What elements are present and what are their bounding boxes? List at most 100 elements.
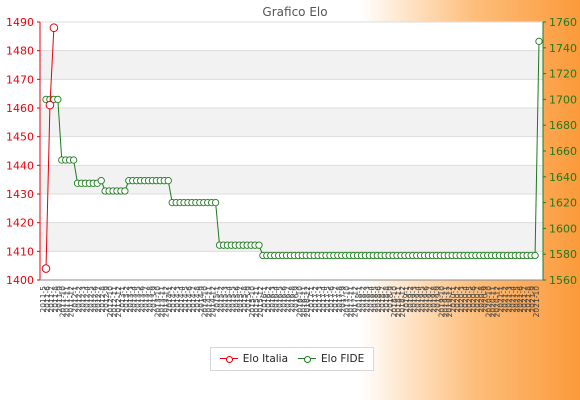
x-tick-label: 2014-6 bbox=[185, 286, 194, 313]
x-tick-label: 2011-6 bbox=[43, 286, 52, 313]
x-tick-label: 2015-7 bbox=[236, 286, 245, 313]
left-tick-label: 1460 bbox=[6, 102, 34, 115]
x-tick-label: 2012-9 bbox=[102, 286, 111, 313]
legend-marker-icon bbox=[219, 354, 238, 364]
x-tick-label: 2016-4 bbox=[272, 286, 281, 313]
x-tick-label: 2017-12 bbox=[351, 286, 360, 318]
legend-item-elo-italia[interactable]: Elo Italia bbox=[219, 353, 288, 365]
x-tick-label: 2014-1 bbox=[165, 286, 174, 313]
x-tick-label: 2016-1 bbox=[260, 286, 269, 313]
x-tick-label: 2020-6 bbox=[469, 286, 478, 313]
x-tick-label: 2019-10 bbox=[437, 286, 446, 318]
x-tick-label: 2017-6 bbox=[327, 286, 336, 313]
x-tick-label: 2013-7 bbox=[142, 286, 151, 313]
grid-band bbox=[40, 222, 543, 252]
x-tick-label: 2013-4 bbox=[130, 286, 139, 313]
data-point-elo-italia bbox=[45, 100, 55, 110]
x-tick-label: 2017-9 bbox=[339, 286, 348, 313]
x-tick-label: 2017-2 bbox=[311, 286, 320, 313]
grid-band bbox=[40, 50, 543, 80]
x-tick-label: 2021-4 bbox=[508, 286, 517, 313]
x-tick-label: 2013-1 bbox=[118, 286, 127, 313]
x-tick-label: 2014-4 bbox=[177, 286, 186, 313]
x-tick-label: 2013-2 bbox=[122, 286, 131, 313]
right-tick-label: 1660 bbox=[549, 145, 577, 158]
x-tick-label: 2021-6 bbox=[516, 286, 525, 313]
x-tick-label: 2021-7 bbox=[520, 286, 529, 313]
x-tick-label: 2017-11 bbox=[347, 286, 356, 318]
x-tick-label: 2021-3 bbox=[504, 286, 513, 313]
x-tick-label: 2015-9 bbox=[244, 286, 253, 313]
x-tick-label: 2019-12 bbox=[445, 286, 454, 318]
left-axis-ticks: 1400 1410 1420 1430 1440 1450 1460 1470 1480 1490 bbox=[6, 16, 40, 287]
x-tick-label: 2016-3 bbox=[268, 286, 277, 313]
data-point-elo-italia bbox=[41, 264, 51, 273]
x-tick-label: 2018-4 bbox=[366, 286, 375, 313]
x-tick-label: 2012-11 bbox=[110, 286, 119, 318]
left-tick-label: 1450 bbox=[6, 131, 34, 144]
x-tick-label: 2018-6 bbox=[374, 286, 383, 313]
x-tick-label: 2021-1 bbox=[497, 286, 506, 313]
data-point-elo-fide bbox=[97, 177, 105, 185]
data-point-elo-fide bbox=[54, 95, 62, 104]
gridlines bbox=[40, 21, 543, 281]
x-tick-label: 2016-6 bbox=[280, 286, 289, 313]
x-tick-label: 2017-1 bbox=[307, 286, 316, 313]
x-tick-label: 2020-12 bbox=[493, 286, 502, 318]
x-tick-label: 2014-7 bbox=[189, 286, 198, 313]
left-tick-label: 1440 bbox=[6, 159, 34, 172]
x-tick-label: 2014-12 bbox=[209, 286, 218, 318]
left-tick-label: 1470 bbox=[6, 73, 34, 86]
data-point-elo-fide bbox=[535, 37, 543, 45]
chart-title: Grafico Elo bbox=[262, 5, 327, 19]
x-tick-label: 2019-5 bbox=[418, 286, 427, 313]
x-tick-label: 2012-8 bbox=[98, 286, 107, 313]
right-axis-ticks: 1560 1580 1600 1620 1640 1660 1680 1700 1720 1740… bbox=[543, 16, 577, 287]
x-tick-label: 2013-3 bbox=[126, 286, 135, 313]
x-tick-label: 2018-9 bbox=[386, 286, 395, 313]
x-tick-label: 2012-12 bbox=[114, 286, 123, 318]
right-tick-label: 1680 bbox=[549, 119, 577, 132]
x-tick-label: 2019-11 bbox=[441, 286, 450, 318]
legend-item-elo-fide[interactable]: Elo FIDE bbox=[298, 353, 364, 365]
x-tick-label: 2017-3 bbox=[315, 286, 324, 313]
right-tick-label: 1760 bbox=[549, 16, 577, 29]
x-tick-label: 2020-5 bbox=[465, 286, 474, 313]
x-tick-label: 2012-2 bbox=[74, 286, 83, 313]
left-tick-label: 1480 bbox=[6, 45, 34, 58]
x-tick-label: 2012-6 bbox=[90, 286, 99, 313]
x-tick-label: 2021-5 bbox=[512, 286, 521, 313]
left-tick-label: 1430 bbox=[6, 188, 34, 201]
x-tick-label: 2011-7 bbox=[47, 286, 56, 313]
x-tick-label: 2015-5 bbox=[228, 286, 237, 313]
x-tick-label: 2019-9 bbox=[433, 286, 442, 313]
right-tick-label: 1620 bbox=[549, 197, 577, 210]
x-tick-label: 2019-4 bbox=[414, 286, 423, 313]
series-elo-italia bbox=[41, 23, 59, 273]
right-tick-label: 1580 bbox=[549, 248, 577, 261]
x-tick-label: 2019-7 bbox=[426, 286, 435, 313]
x-tick-label: 2016-2 bbox=[264, 286, 273, 313]
left-tick-label: 1420 bbox=[6, 217, 34, 230]
x-tick-label: 2021-10 bbox=[532, 286, 541, 318]
x-tick-label: 2020-4 bbox=[461, 286, 470, 313]
left-tick-label: 1400 bbox=[6, 274, 34, 287]
x-tick-label: 2021-8 bbox=[524, 286, 533, 313]
x-tick-label: 2016-7 bbox=[284, 286, 293, 313]
legend-marker-icon bbox=[298, 354, 317, 364]
x-tick-label: 2012-4 bbox=[82, 286, 91, 313]
x-tick-label: 2015-10 bbox=[248, 286, 257, 318]
left-tick-label: 1410 bbox=[6, 245, 34, 258]
left-tick-label: 1490 bbox=[6, 16, 34, 29]
x-tick-label: 2016-8 bbox=[287, 286, 296, 313]
x-tick-label: 2011-9 bbox=[55, 286, 64, 313]
x-tick-label: 2012-5 bbox=[86, 286, 95, 313]
data-point-elo-italia bbox=[49, 23, 59, 33]
x-tick-label: 2020-9 bbox=[481, 286, 490, 313]
x-tick-label: 2012-7 bbox=[94, 286, 103, 313]
x-tick-label: 2013-10 bbox=[153, 286, 162, 318]
x-tick-label: 2013-11 bbox=[157, 286, 166, 318]
x-tick-label: 2013-9 bbox=[149, 286, 158, 313]
x-tick-label: 2011-11 bbox=[63, 286, 72, 318]
